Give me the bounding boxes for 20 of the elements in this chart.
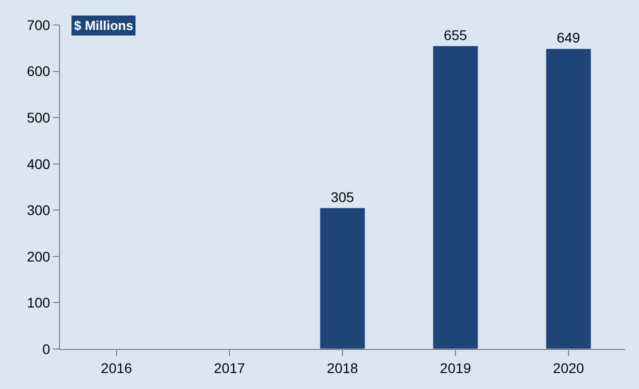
bar [432,46,478,349]
bar [546,48,592,349]
y-tick-label: 700 [26,16,50,33]
x-tick-label: 2018 [326,360,358,376]
data-label: 655 [444,26,468,43]
x-tick-label: 2020 [552,360,584,376]
data-label: 305 [330,188,354,205]
y-tick-label: 500 [26,109,50,126]
y-tick-label: 0 [42,340,50,357]
x-tick-label: 2017 [214,360,246,376]
bar [320,208,366,349]
x-tick-label: 2016 [100,360,132,376]
x-tick-label: 2019 [440,360,472,376]
y-tick-label: 400 [26,156,50,172]
y-tick-label: 300 [26,202,50,218]
y-tick-label: 100 [26,294,50,311]
data-label: 649 [556,30,580,46]
y-axis-title: $ Millions [74,18,134,33]
y-tick-label: 200 [26,248,50,264]
y-tick-label: 600 [26,63,50,80]
